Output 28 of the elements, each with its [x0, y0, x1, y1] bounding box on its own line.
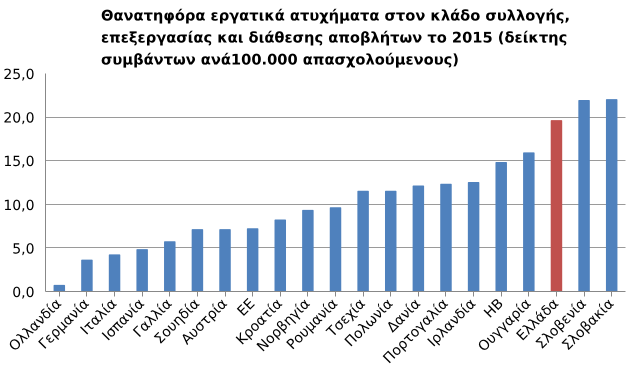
bar	[523, 152, 535, 292]
bar	[219, 229, 231, 292]
bar	[384, 190, 396, 292]
bar	[54, 284, 66, 292]
bar	[302, 210, 314, 292]
y-tick-label: 20,0	[3, 110, 34, 127]
y-tick-label: 15,0	[3, 154, 34, 170]
bar	[164, 241, 176, 292]
bar	[108, 254, 120, 292]
bar	[192, 229, 204, 292]
y-tick-label: 10,0	[3, 198, 34, 214]
bar	[246, 228, 258, 292]
chart-title: Θανατηφόρα εργατικά ατυχήματα στον κλάδο συλλογής, επεξεργασίας και διάθεσης αποβλήτων το 2015 (δείκτης συμβάντων ανά100.000 απασχολούμενους)	[100, 7, 570, 68]
y-tick-label: 25,0	[3, 67, 34, 83]
bar	[440, 184, 452, 292]
bar	[274, 219, 286, 292]
bar	[81, 260, 93, 292]
bar	[136, 249, 148, 292]
y-tick-label: 0,0	[12, 285, 34, 301]
bar	[550, 120, 562, 292]
y-tick-label: 5,0	[12, 241, 34, 258]
bar	[330, 207, 342, 292]
bar	[495, 162, 507, 292]
bar	[606, 99, 618, 292]
bar	[412, 185, 424, 292]
bar	[357, 190, 369, 292]
bar	[468, 182, 480, 292]
bar	[578, 100, 590, 292]
